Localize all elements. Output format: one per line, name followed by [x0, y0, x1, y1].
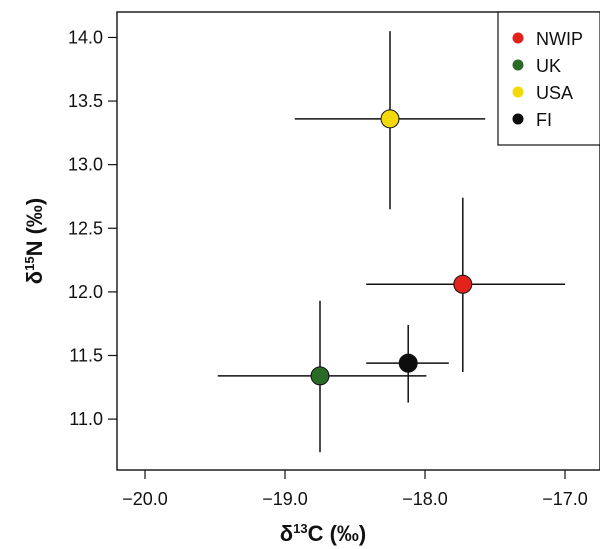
y-axis-title: δ15N (‰) [22, 198, 47, 284]
data-point [453, 274, 473, 294]
legend-marker [512, 113, 524, 125]
legend: NWIP UK USA FI [497, 11, 600, 146]
legend-marker [512, 86, 524, 98]
y-tick-label: 13.0 [68, 155, 103, 175]
series-usa [294, 31, 486, 210]
y-tick-label: 14.0 [68, 27, 103, 47]
legend-marker [512, 59, 524, 71]
legend-label: UK [536, 56, 561, 76]
x-tick-label: −18.0 [402, 489, 448, 509]
y-tick-label: 11.0 [69, 409, 103, 429]
series-nwip [366, 197, 565, 373]
y-tick-label: 13.5 [68, 91, 103, 111]
legend-label: NWIP [536, 29, 583, 49]
series-uk [217, 300, 427, 453]
y-tick-label: 11.5 [69, 346, 103, 366]
data-layer [217, 31, 565, 453]
plot-frame [116, 11, 600, 471]
x-axis-title: δ13C (‰) [280, 521, 366, 546]
data-point [398, 353, 418, 373]
x-axis: −20.0 −19.0 −18.0 −17.0 [122, 470, 588, 509]
y-tick-label: 12.5 [68, 218, 103, 238]
legend-marker [512, 32, 524, 44]
legend-label: USA [536, 83, 573, 103]
x-tick-label: −20.0 [122, 489, 168, 509]
x-tick-label: −17.0 [542, 489, 588, 509]
x-tick-label: −19.0 [262, 489, 308, 509]
data-point [380, 109, 400, 129]
legend-label: FI [536, 110, 552, 130]
data-point [310, 366, 330, 386]
series-fi [366, 324, 449, 403]
y-axis: 11.0 11.5 12.0 12.5 13.0 13.5 14.0 [68, 27, 117, 429]
y-tick-label: 12.0 [68, 282, 103, 302]
